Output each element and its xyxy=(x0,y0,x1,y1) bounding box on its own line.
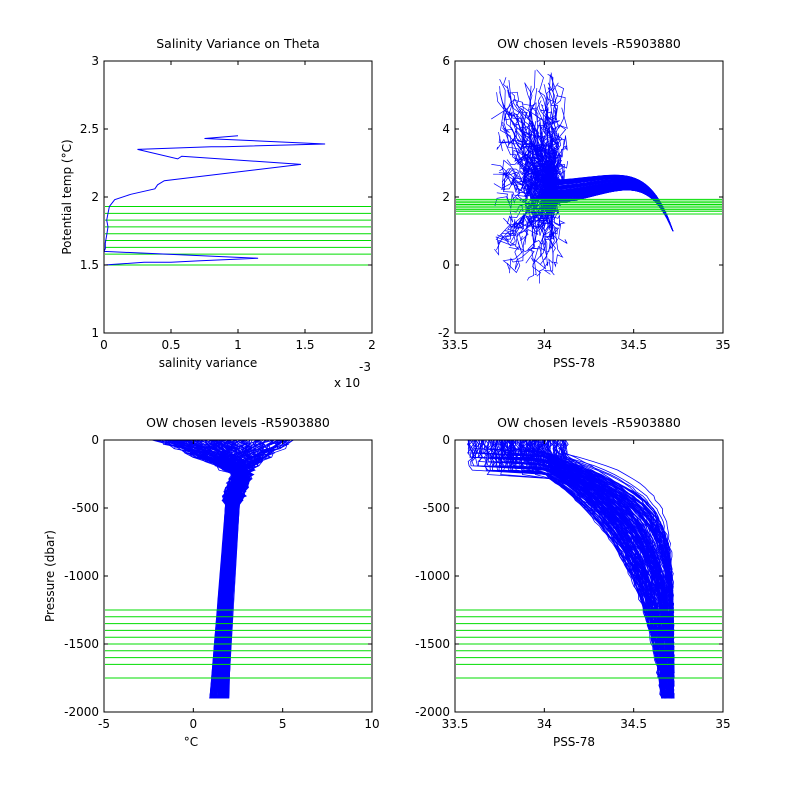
profile-line xyxy=(544,440,674,699)
chart-title: OW chosen levels -R5903880 xyxy=(497,415,681,430)
y-tick-label: 1.5 xyxy=(80,258,99,272)
profile-line xyxy=(207,440,254,699)
x-tick-label: 34.5 xyxy=(620,338,647,352)
x-tick-label: 0 xyxy=(100,338,108,352)
x-tick-label: 2 xyxy=(368,338,376,352)
subplot-2: 33.5 34 34.5 35 -2 0 2 4 6 OW chosen levels -R590… xyxy=(438,36,731,370)
chart-title: Salinity Variance on Theta xyxy=(156,36,320,51)
profile-line xyxy=(524,82,674,232)
x-axis-label: °C xyxy=(184,735,198,749)
profile-line xyxy=(542,440,674,699)
profile-line xyxy=(548,107,674,232)
profile-line xyxy=(497,440,665,699)
profile-line xyxy=(221,440,251,699)
profile-line xyxy=(104,135,326,266)
profile-line xyxy=(546,95,674,232)
profile-line xyxy=(154,440,242,699)
profile-line xyxy=(467,440,674,699)
y-tick-label: 2 xyxy=(442,190,450,204)
x-axis-label: PSS-78 xyxy=(553,356,595,370)
y-tick-label: -1500 xyxy=(64,637,99,651)
profile-line xyxy=(525,112,674,232)
y-tick-label: -1500 xyxy=(415,637,450,651)
x-tick-label: 1 xyxy=(234,338,242,352)
profile-line xyxy=(550,72,674,232)
profile-line xyxy=(467,440,663,699)
y-tick-label: -500 xyxy=(423,501,450,515)
profile-line xyxy=(166,440,249,699)
profile-line xyxy=(533,177,674,276)
x-tick-label: 35 xyxy=(715,338,730,352)
y-tick-label: 6 xyxy=(442,54,450,68)
y-tick-label: 0 xyxy=(91,433,99,447)
profile-line xyxy=(507,440,668,699)
profile-line xyxy=(207,440,238,699)
x-tick-label: 34 xyxy=(537,338,552,352)
plot-area xyxy=(105,440,371,699)
y-tick-label: 4 xyxy=(442,122,450,136)
profile-line xyxy=(509,440,675,699)
profile-line xyxy=(498,132,674,232)
y-tick-label: -2000 xyxy=(64,705,99,719)
x-exponent-power: -3 xyxy=(359,360,371,374)
y-tick-label: 3 xyxy=(91,54,99,68)
profile-line xyxy=(483,440,670,699)
x-tick-label: 34.5 xyxy=(620,717,647,731)
y-tick-label: -1000 xyxy=(64,569,99,583)
profile-line xyxy=(548,107,674,232)
profile-line xyxy=(504,113,674,232)
profile-line xyxy=(496,180,674,251)
x-tick-label: -5 xyxy=(98,717,110,731)
plot-area xyxy=(456,69,722,284)
y-tick-label: 0 xyxy=(442,433,450,447)
subplot-4: 33.5 34 34.5 35 -2000 -1500 -1000 -500 0 OW chose… xyxy=(415,415,731,749)
x-axis-label: salinity variance xyxy=(159,356,258,370)
x-tick-label: 35 xyxy=(715,717,730,731)
x-tick-label: 0.5 xyxy=(161,338,180,352)
chart-title: OW chosen levels -R5903880 xyxy=(497,36,681,51)
plot-area xyxy=(456,440,722,699)
y-tick-label: -1000 xyxy=(415,569,450,583)
axes-frame xyxy=(103,60,373,334)
x-tick-label: 34 xyxy=(537,717,552,731)
x-tick-label: 33.5 xyxy=(442,717,469,731)
profile-line xyxy=(560,440,674,699)
y-tick-label: 2 xyxy=(91,190,99,204)
x-tick-label: 5 xyxy=(279,717,287,731)
profile-line xyxy=(545,82,674,232)
x-tick-label: 10 xyxy=(364,717,379,731)
profile-line xyxy=(531,440,664,699)
profile-line xyxy=(535,440,675,699)
y-tick-label: 0 xyxy=(442,258,450,272)
y-tick-label: 1 xyxy=(91,326,99,340)
chart-title: OW chosen levels -R5903880 xyxy=(146,415,330,430)
profile-line xyxy=(503,77,674,232)
profile-line xyxy=(530,440,671,699)
subplot-3: -5 0 5 10 -2000 -1500 -1000 -500 0 OW chosen leve… xyxy=(43,415,380,749)
subplot-1: 0 0.5 1 1.5 2 1 1.5 2 2.5 3 Salinity Variance on T… xyxy=(60,36,376,390)
y-axis-label: Potential temp (°C) xyxy=(60,139,74,254)
y-tick-label: -2000 xyxy=(415,705,450,719)
y-axis-label: Pressure (dbar) xyxy=(43,530,57,622)
profile-line xyxy=(182,440,237,699)
plot-area xyxy=(104,135,371,266)
y-tick-label: -2 xyxy=(438,326,450,340)
profile-line xyxy=(544,440,673,699)
x-tick-label: 0 xyxy=(190,717,198,731)
x-axis-label: PSS-78 xyxy=(553,735,595,749)
profile-line xyxy=(547,82,674,232)
x-exponent-label: x 10 xyxy=(334,376,360,390)
y-tick-label: -500 xyxy=(72,501,99,515)
x-tick-label: 1.5 xyxy=(295,338,314,352)
x-tick-label: 33.5 xyxy=(442,338,469,352)
profile-line xyxy=(499,440,670,699)
y-tick-label: 2.5 xyxy=(80,122,99,136)
